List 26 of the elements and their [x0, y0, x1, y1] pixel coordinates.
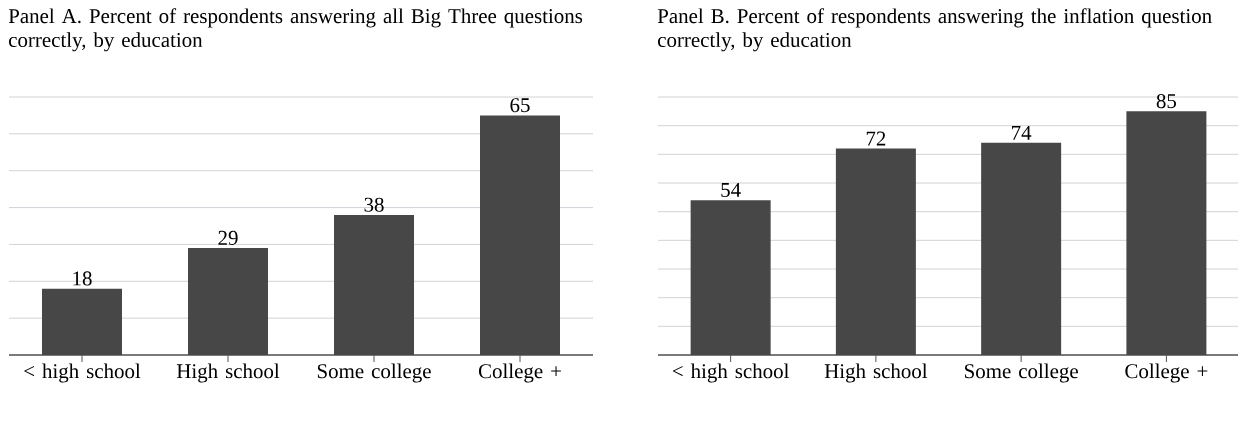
bar	[334, 214, 414, 355]
bar	[835, 148, 916, 355]
data-label: 74	[1012, 125, 1032, 140]
x-tick-label: Some college	[965, 363, 1078, 383]
x-tick-label: High school	[824, 363, 928, 383]
x-tick-label: College +	[478, 363, 561, 383]
data-label: 18	[73, 271, 92, 286]
chart-title: Panel B. Percent of respondents answering the inflation question correctly, by education	[657, 8, 1212, 52]
bar	[188, 248, 268, 355]
chart-title: Panel A. Percent of respondents answering all Big Three questions correctly, by education	[8, 8, 583, 52]
bar	[1126, 111, 1207, 355]
bar	[480, 115, 560, 355]
data-label: 29	[218, 230, 238, 245]
bar	[981, 142, 1062, 355]
data-label: 72	[866, 131, 886, 146]
x-tick-label: < high school	[672, 363, 789, 383]
x-tick-label: < high school	[24, 363, 141, 383]
data-label: 54	[721, 183, 741, 197]
data-label: 85	[1156, 94, 1177, 109]
x-tick-label: Some college	[317, 363, 431, 383]
bar	[42, 288, 122, 355]
x-tick-label: College +	[1125, 363, 1208, 383]
x-tick-label: High school	[176, 363, 280, 383]
bar	[690, 200, 771, 355]
data-label: 38	[364, 197, 384, 212]
data-label: 65	[510, 98, 530, 113]
